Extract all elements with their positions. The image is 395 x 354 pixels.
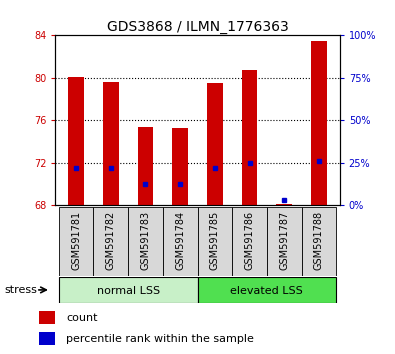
Text: elevated LSS: elevated LSS bbox=[231, 286, 303, 296]
Bar bbox=[198, 207, 232, 276]
Bar bbox=[232, 207, 267, 276]
Bar bbox=[207, 83, 223, 205]
Bar bbox=[242, 70, 257, 205]
Bar bbox=[94, 207, 128, 276]
Bar bbox=[68, 77, 84, 205]
Bar bbox=[59, 207, 94, 276]
Text: stress: stress bbox=[4, 285, 37, 295]
Text: GSM591781: GSM591781 bbox=[71, 211, 81, 270]
Text: GSM591787: GSM591787 bbox=[279, 211, 289, 270]
Bar bbox=[198, 277, 336, 303]
Bar bbox=[172, 128, 188, 205]
Bar bbox=[311, 41, 327, 205]
Text: count: count bbox=[66, 313, 98, 323]
Bar bbox=[39, 311, 55, 324]
Bar bbox=[39, 332, 55, 346]
Bar bbox=[128, 207, 163, 276]
Bar bbox=[103, 82, 118, 205]
Bar bbox=[276, 204, 292, 205]
Text: GSM591788: GSM591788 bbox=[314, 211, 324, 270]
Bar bbox=[59, 277, 197, 303]
Title: GDS3868 / ILMN_1776363: GDS3868 / ILMN_1776363 bbox=[107, 21, 288, 34]
Bar bbox=[163, 207, 198, 276]
Text: GSM591783: GSM591783 bbox=[141, 211, 150, 270]
Text: percentile rank within the sample: percentile rank within the sample bbox=[66, 334, 254, 344]
Text: GSM591786: GSM591786 bbox=[245, 211, 254, 270]
Bar bbox=[138, 127, 153, 205]
Text: GSM591784: GSM591784 bbox=[175, 211, 185, 270]
Text: GSM591785: GSM591785 bbox=[210, 211, 220, 270]
Text: GSM591782: GSM591782 bbox=[106, 211, 116, 270]
Bar bbox=[301, 207, 336, 276]
Text: normal LSS: normal LSS bbox=[96, 286, 160, 296]
Bar bbox=[267, 207, 301, 276]
